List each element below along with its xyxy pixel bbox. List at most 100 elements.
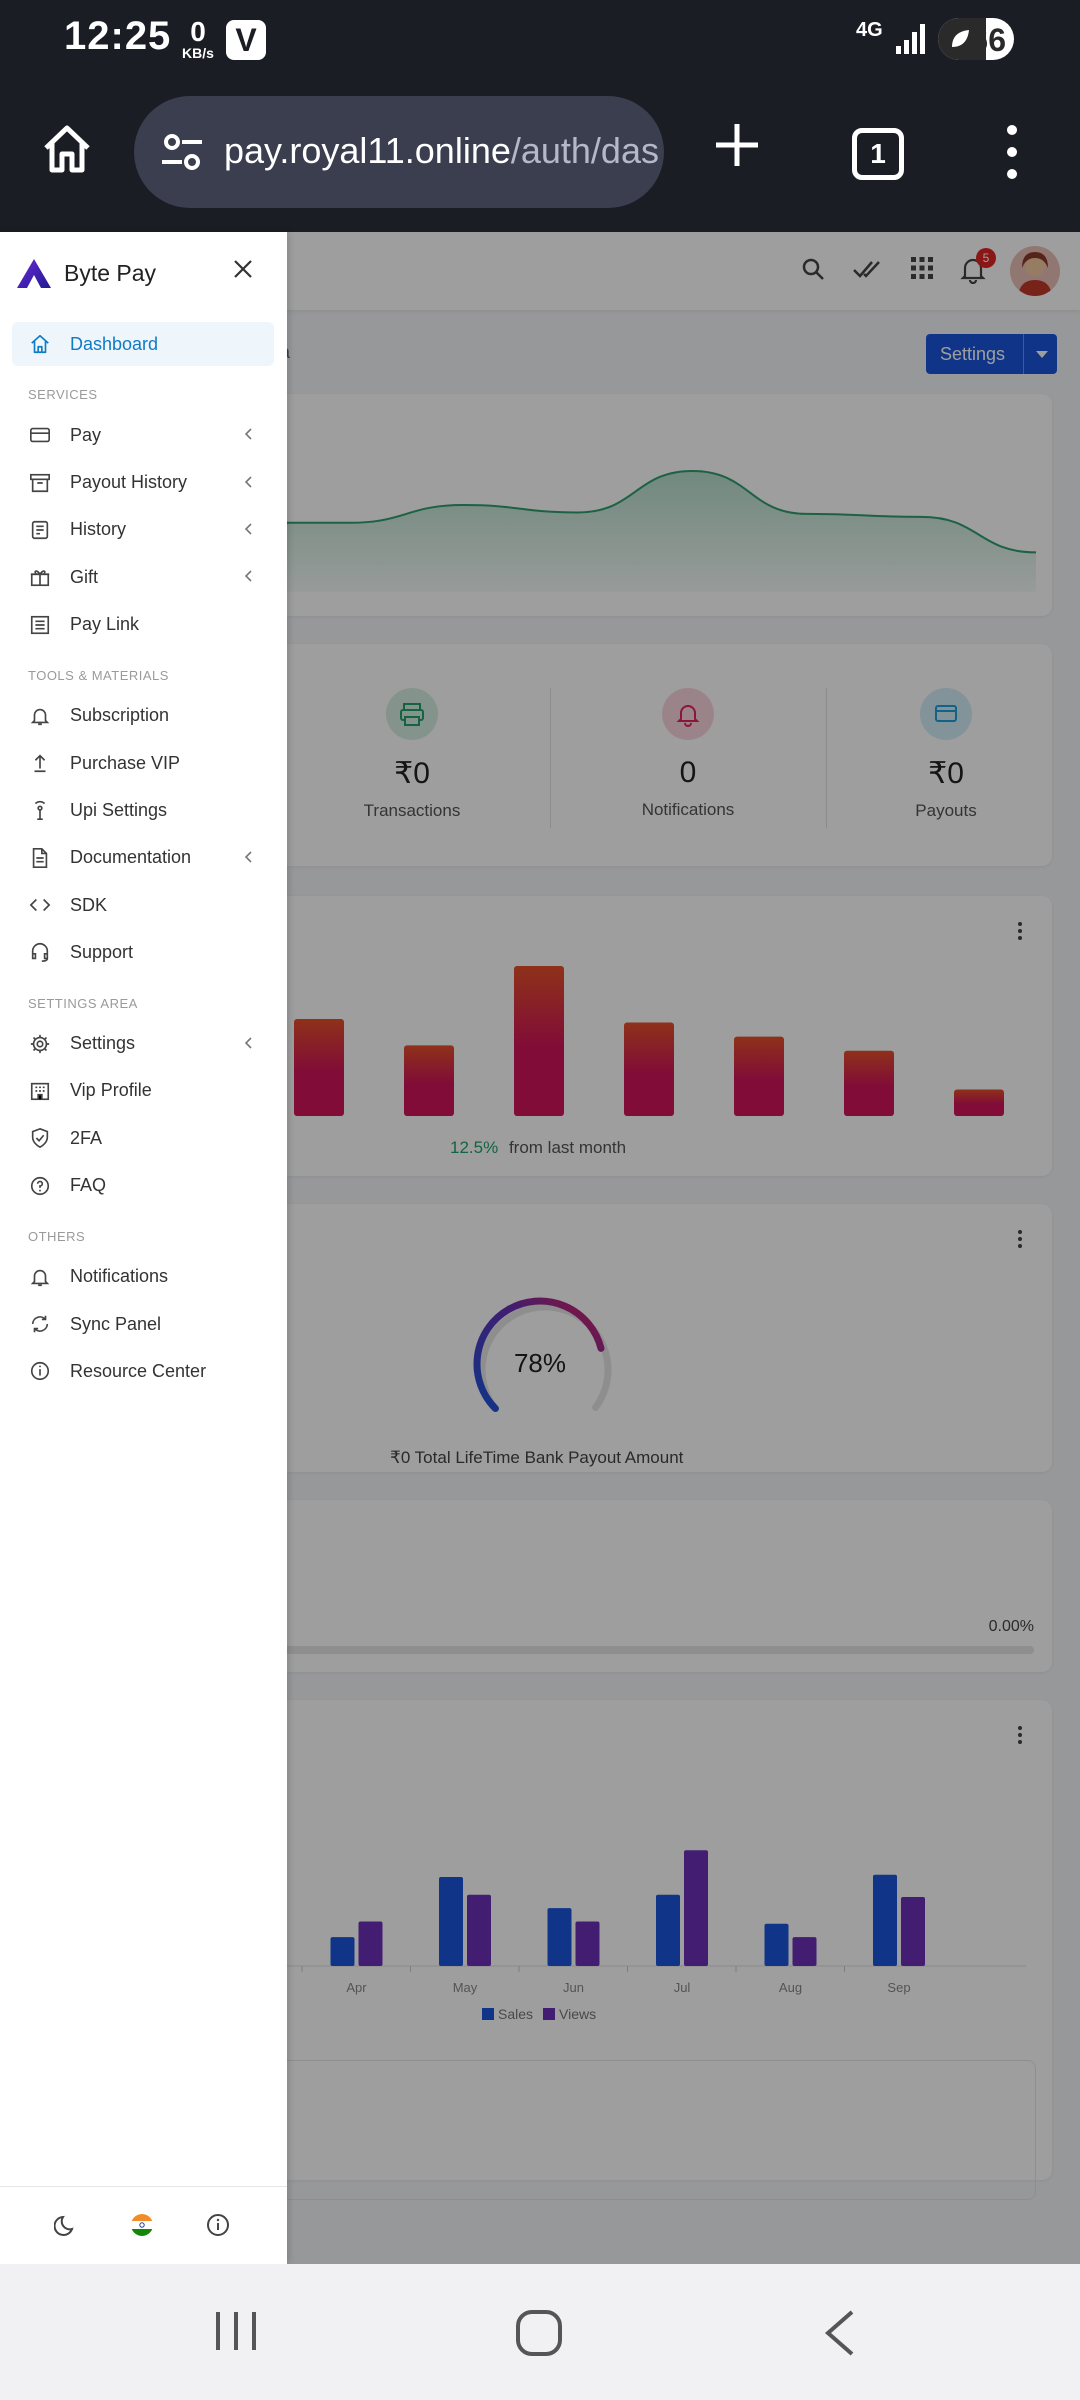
refresh-icon	[28, 1312, 52, 1336]
recent-apps-icon[interactable]	[214, 2308, 258, 2354]
legend-swatch-views	[543, 2008, 556, 2020]
leaf-icon	[952, 30, 969, 47]
chevron-left-icon[interactable]	[242, 522, 256, 536]
headset-icon	[28, 940, 52, 964]
stat-value: ₹0	[928, 757, 964, 790]
back-icon[interactable]	[822, 2308, 856, 2358]
legend-label-views: Views	[559, 2006, 597, 2022]
new-tab-icon[interactable]	[710, 118, 764, 172]
apps-grid-icon[interactable]	[910, 256, 934, 280]
net-speed-value: 0	[190, 16, 206, 47]
sidebar-item-pay-link[interactable]: Pay Link	[12, 603, 274, 647]
more-vert-icon[interactable]	[1002, 122, 1022, 182]
moon-icon[interactable]	[54, 2213, 78, 2237]
sidebar-item-history[interactable]: History	[12, 508, 274, 552]
x-tick-label: Jun	[563, 1980, 584, 1995]
sidebar-item-label: Resource Center	[70, 1360, 207, 1381]
sidebar-item-resource-center[interactable]: Resource Center	[12, 1349, 274, 1393]
code-icon	[28, 893, 52, 917]
home-icon	[28, 332, 52, 356]
double-check-icon[interactable]	[852, 256, 882, 282]
chevron-left-icon[interactable]	[242, 427, 256, 441]
stat-value: 0	[679, 756, 697, 789]
caret-down-icon[interactable]	[1023, 334, 1057, 374]
sidebar-item-sdk[interactable]: SDK	[12, 883, 274, 927]
x-tick-label: May	[453, 1980, 478, 1995]
sidebar-item-pay[interactable]: Pay	[12, 413, 274, 457]
section-heading: SERVICES	[28, 387, 98, 403]
url-text: pay.royal11.online/auth/das	[224, 130, 659, 172]
url-host: pay.royal11.online	[224, 130, 511, 171]
bar-sales	[330, 1937, 355, 1966]
more-vert-icon[interactable]	[1018, 922, 1022, 940]
sidebar-item-support[interactable]: Support	[12, 930, 274, 974]
clock: 12:25	[64, 14, 172, 58]
sidebar-item-upi-settings[interactable]: Upi Settings	[12, 788, 274, 832]
gift-icon	[28, 565, 52, 589]
home-button-icon[interactable]	[514, 2308, 564, 2358]
sidebar-item-vip-profile[interactable]: Vip Profile	[12, 1069, 274, 1113]
system-navigation-bar	[0, 2264, 1080, 2400]
sidebar-item-documentation[interactable]: Documentation	[12, 836, 274, 880]
chevron-left-icon[interactable]	[242, 1036, 256, 1050]
sidebar-item-notifications[interactable]: Notifications	[12, 1255, 274, 1299]
sidebar-item-dashboard[interactable]: Dashboard	[12, 322, 274, 366]
bar-sales	[547, 1908, 572, 1966]
sidebar-item-2fa[interactable]: 2FA	[12, 1116, 274, 1160]
site-settings-icon[interactable]	[158, 128, 206, 176]
area-fill	[120, 471, 1036, 592]
stat-label: Payouts	[915, 801, 977, 820]
india-flag-icon[interactable]	[130, 2213, 154, 2237]
settings-dropdown-button[interactable]: Settings	[926, 334, 1058, 374]
bell-icon	[28, 704, 52, 728]
settings-button-label: Settings	[940, 344, 1006, 364]
stat-notifications: 0 Notifications	[558, 688, 818, 820]
chevron-left-icon[interactable]	[242, 850, 256, 864]
search-icon[interactable]	[800, 256, 826, 282]
close-icon[interactable]	[232, 258, 254, 280]
avatar[interactable]	[1010, 246, 1060, 296]
bar-sales	[764, 1923, 789, 1966]
info-icon[interactable]	[206, 2213, 230, 2237]
help-circle-icon	[28, 1174, 52, 1198]
chevron-left-icon[interactable]	[242, 475, 256, 489]
sidebar-item-gift[interactable]: Gift	[12, 555, 274, 599]
brand: Byte Pay	[16, 254, 156, 292]
printer-icon	[386, 688, 438, 740]
gear-icon	[28, 1032, 52, 1056]
home-icon[interactable]	[40, 122, 94, 176]
net-speed: 0 KB/s	[178, 16, 218, 61]
sidebar-item-label: Support	[70, 941, 134, 962]
sidebar-item-sync-panel[interactable]: Sync Panel	[12, 1302, 274, 1346]
bar-views	[358, 1921, 383, 1966]
growth-text: from last month	[508, 1138, 627, 1157]
address-bar[interactable]: pay.royal11.online/auth/das	[134, 96, 664, 208]
sales-views-card: MarAprMayJunJulAugSep Sales Views youts	[200, 1700, 1052, 2200]
bar-sales	[656, 1894, 680, 1966]
bar	[404, 1045, 454, 1116]
shield-check-icon	[28, 1126, 52, 1150]
x-tick-label: Sep	[887, 1980, 910, 1995]
stat-payouts: ₹0 Payouts	[816, 688, 1076, 821]
chevron-left-icon[interactable]	[242, 569, 256, 583]
section-heading: OTHERS	[28, 1228, 86, 1244]
broadcast-icon	[28, 798, 52, 822]
sidebar-item-label: Settings	[70, 1033, 136, 1054]
bar	[954, 1089, 1004, 1116]
tab-switcher-button[interactable]: 1	[852, 128, 904, 180]
sidebar-item-purchase-vip[interactable]: Purchase VIP	[12, 741, 274, 785]
divider	[550, 688, 551, 828]
sidebar-item-label: Notifications	[70, 1266, 169, 1287]
more-vert-icon[interactable]	[1018, 1230, 1022, 1248]
sidebar-item-payout-history[interactable]: Payout History	[12, 461, 274, 505]
sidebar-item-faq[interactable]: FAQ	[12, 1164, 274, 1208]
bar	[294, 1018, 344, 1116]
sidebar-item-label: Subscription	[70, 705, 170, 726]
carrier-icon: V	[226, 20, 266, 60]
section-heading: SETTINGS AREA	[28, 995, 138, 1011]
growth-line: 12.5% from last month	[450, 1138, 626, 1158]
bar-views	[901, 1897, 925, 1966]
sidebar-item-settings[interactable]: Settings	[12, 1022, 274, 1066]
more-vert-icon[interactable]	[1018, 1726, 1022, 1744]
sidebar-item-subscription[interactable]: Subscription	[12, 694, 274, 738]
